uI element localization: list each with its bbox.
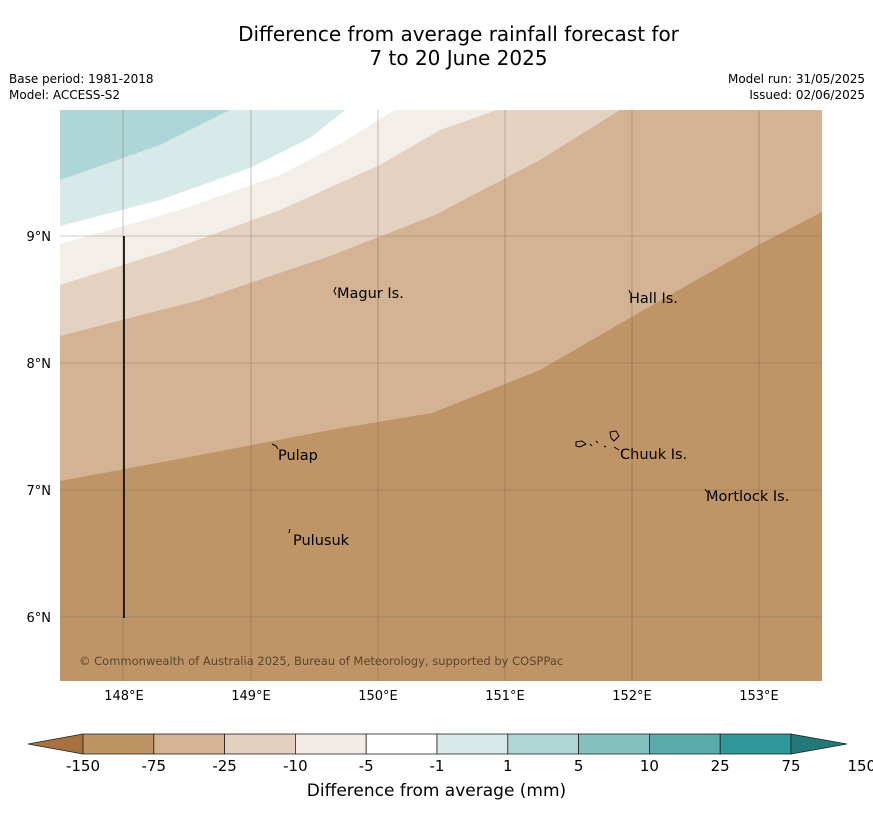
colorbar-tick-label: 75 <box>781 757 800 775</box>
lon-label-153e: 153°E <box>739 689 779 704</box>
colorbar-tick-label: 1 <box>503 757 513 775</box>
lon-label-150e: 150°E <box>358 689 398 704</box>
place-mortlock: Mortlock Is. <box>706 489 789 505</box>
band-pos5 <box>60 110 230 180</box>
island-outlines <box>271 286 708 534</box>
pulusuk-outline <box>288 528 291 534</box>
hall-outline <box>628 289 631 294</box>
colorbar-segment <box>578 733 650 755</box>
colorbar-segment <box>153 733 226 755</box>
colorbar: -150 -75 -25 -10 -5 -1 1 5 10 25 75 150 <box>27 733 873 775</box>
place-pulap: Pulap <box>278 448 318 464</box>
colorbar-extend-high <box>790 733 848 755</box>
lat-label-6n: 6°N <box>27 611 52 626</box>
lon-label-152e: 152°E <box>612 689 652 704</box>
pulap-outline <box>271 443 279 450</box>
lat-label-7n: 7°N <box>27 484 52 499</box>
lat-label-8n: 8°N <box>27 357 52 372</box>
copyright-text: © Commonwealth of Australia 2025, Bureau… <box>79 654 563 668</box>
place-magur: Magur Is. <box>337 286 404 302</box>
colorbar-tick-label: 10 <box>640 757 659 775</box>
colorbar-tick-label: 150 <box>847 757 873 775</box>
colorbar-segment <box>82 733 155 755</box>
colorbar-segment <box>719 733 792 755</box>
lat-label-9n: 9°N <box>27 230 52 245</box>
colorbar-tick-label: -75 <box>142 757 167 775</box>
colorbar-tick-label: -25 <box>212 757 237 775</box>
colorbar-segment <box>649 733 721 755</box>
title-line-2: 7 to 20 June 2025 <box>369 46 548 70</box>
colorbar-tick-label: -1 <box>430 757 445 775</box>
place-chuuk: Chuuk Is. <box>620 447 687 463</box>
chuuk-outline <box>575 430 620 451</box>
place-hall: Hall Is. <box>629 291 678 307</box>
colorbar-tick-label: 25 <box>711 757 730 775</box>
colorbar-tick-label: 5 <box>574 757 584 775</box>
model-info: Base period: 1981-2018 Model: ACCESS-S2 <box>9 71 154 103</box>
title-line-1: Difference from average rainfall forecas… <box>238 22 679 46</box>
colorbar-tick-label: -150 <box>66 757 100 775</box>
model-run-date: Model run: 31/05/2025 <box>727 72 865 86</box>
colorbar-segment <box>365 733 438 755</box>
map-title: Difference from average rainfall forecas… <box>0 22 873 70</box>
magur-outline <box>333 286 337 296</box>
colorbar-segment <box>436 733 509 755</box>
colorbar-segment <box>294 733 367 755</box>
colorbar-tick-label: -5 <box>359 757 374 775</box>
graticule <box>60 110 822 681</box>
lon-label-151e: 151°E <box>485 689 525 704</box>
base-period: Base period: 1981-2018 <box>9 72 154 86</box>
lon-label-149e: 149°E <box>231 689 271 704</box>
colorbar-extend-low <box>27 733 84 755</box>
colorbar-label: Difference from average (mm) <box>306 781 567 801</box>
lon-label-148e: 148°E <box>104 689 144 704</box>
issued-date: Issued: 02/06/2025 <box>749 88 865 102</box>
mortlock-outline <box>704 488 708 493</box>
place-pulusuk: Pulusuk <box>293 533 350 549</box>
model-name: Model: ACCESS-S2 <box>9 88 121 102</box>
colorbar-tick-label: -10 <box>283 757 308 775</box>
colorbar-segment <box>224 733 296 755</box>
colorbar-segment <box>507 733 579 755</box>
contour-bands <box>60 110 822 681</box>
run-info: Model run: 31/05/2025 Issued: 02/06/2025 <box>728 71 865 103</box>
